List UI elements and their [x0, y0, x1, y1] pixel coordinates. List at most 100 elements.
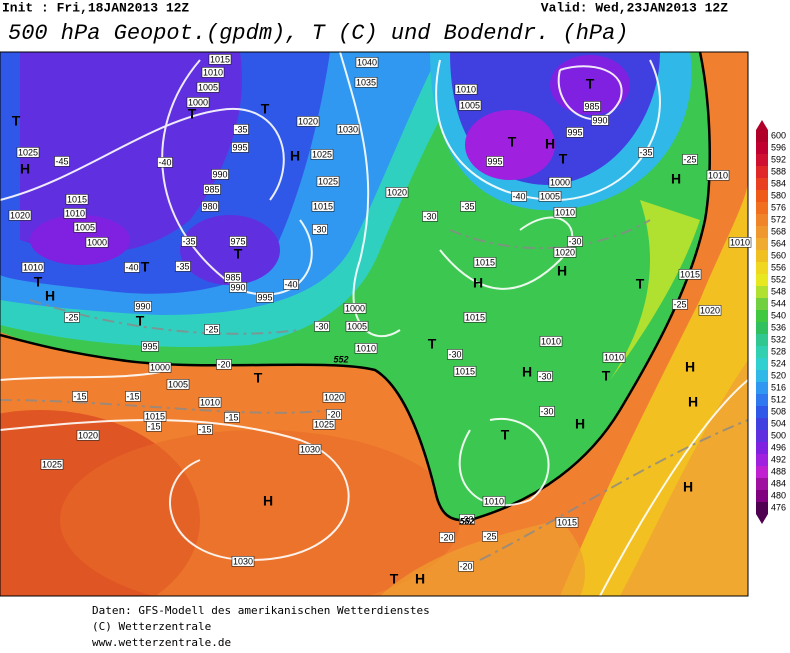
colorbar-label: 500: [771, 430, 786, 440]
pressure-label: 1010: [706, 170, 730, 181]
colorbar-swatch: [756, 394, 768, 406]
pressure-label-box: [454, 84, 478, 95]
colorbar-swatch: [756, 382, 768, 394]
colorbar-label: 540: [771, 310, 786, 320]
temperature-label: -15: [147, 421, 160, 431]
pressure-label-box: [355, 57, 379, 68]
colorbar-label: 484: [771, 478, 786, 488]
pressure-label: 1015: [555, 517, 579, 528]
pressure-label: 1005: [166, 379, 190, 390]
colorbar-swatch: [756, 370, 768, 382]
pressure-label: 1015: [208, 54, 232, 65]
temperature-label: -30: [460, 514, 473, 524]
pressure-label: 1015: [473, 257, 497, 268]
pressure-label: 1020: [8, 210, 32, 221]
pressure-label-box: [728, 237, 752, 248]
pressure-label: 980: [202, 201, 217, 211]
pressure-label: 1025: [310, 149, 334, 160]
temperature-label: -35: [461, 201, 474, 211]
pressure-label: 1005: [75, 222, 95, 232]
colorbar-label: 536: [771, 322, 786, 332]
pressure-label-box: [21, 262, 45, 273]
pressure-label: 1010: [454, 84, 478, 95]
temperature-label: -35: [182, 236, 195, 246]
colorbar-label: 552: [771, 274, 786, 284]
pressure-label: 1010: [730, 237, 750, 247]
colorbar-swatch: [756, 214, 768, 226]
pressure-label-box: [316, 176, 340, 187]
temperature-label: -30: [538, 371, 551, 381]
pressure-label: 1010: [539, 336, 563, 347]
pressure-label-box: [463, 312, 487, 323]
temperature-label: -15: [72, 391, 88, 402]
temperature-label: -20: [458, 561, 474, 572]
pressure-label-box: [354, 343, 378, 354]
colorbar-swatch: [756, 322, 768, 334]
temperature-label-box: [283, 279, 299, 290]
colorbar-label: 504: [771, 418, 786, 428]
low-pressure-marker: T: [428, 336, 437, 352]
pressure-label: 995: [256, 292, 274, 303]
pressure-label-box: [566, 127, 584, 138]
colorbar-bottom-arrow: [756, 514, 768, 524]
pressure-label: 1010: [63, 208, 87, 219]
low-pressure-marker: T: [34, 274, 43, 290]
pressure-label: 1015: [311, 201, 335, 212]
temperature-label: -35: [175, 261, 191, 272]
init-time: Init : Fri,18JAN2013 12Z: [2, 0, 189, 15]
temperature-label-box: [672, 299, 688, 310]
temperature-label-box: [482, 531, 498, 542]
pressure-label-box: [203, 184, 221, 195]
pressure-label: 1015: [463, 312, 487, 323]
colorbar-label: 524: [771, 358, 786, 368]
pressure-label-box: [298, 444, 322, 455]
pressure-label: 1015: [455, 366, 475, 376]
pressure-label: 990: [230, 282, 245, 292]
pressure-label: 990: [229, 282, 247, 293]
low-pressure-marker: T: [234, 246, 243, 262]
temperature-label: -35: [234, 124, 247, 134]
pressure-label: 1005: [345, 321, 369, 332]
pressure-label: 1000: [150, 362, 170, 372]
temperature-label-box: [216, 359, 232, 370]
pressure-label-box: [231, 556, 255, 567]
pressure-label: 1015: [67, 194, 87, 204]
temperature-label: -25: [483, 531, 496, 541]
temperature-label-box: [682, 154, 698, 165]
pressure-label: 995: [486, 156, 504, 167]
temperature-label: -30: [459, 514, 475, 525]
low-pressure-marker: T: [12, 113, 21, 129]
temperature-label-box: [197, 424, 213, 435]
pressure-label: 1020: [322, 392, 346, 403]
colorbar-swatch: [756, 490, 768, 502]
temperature-label-box: [638, 147, 654, 158]
pressure-label: 1025: [40, 459, 64, 470]
pressure-label: 1010: [354, 343, 378, 354]
pressure-label: 1005: [168, 379, 188, 389]
pressure-label-box: [453, 366, 477, 377]
temperature-label-box: [447, 349, 463, 360]
colorbar-label: 488: [771, 466, 786, 476]
colorbar-label: 480: [771, 490, 786, 500]
high-pressure-marker: H: [688, 394, 698, 410]
low-pressure-marker: T: [136, 313, 145, 329]
pressure-label-box: [186, 97, 210, 108]
temperature-label: -15: [73, 391, 86, 401]
colorbar-swatch: [756, 166, 768, 178]
pressure-label-box: [85, 237, 109, 248]
pressure-label: 990: [211, 169, 229, 180]
pressure-label-box: [698, 305, 722, 316]
temperature-label: -35: [638, 147, 654, 158]
colorbar-swatch: [756, 250, 768, 262]
temperature-label: -45: [54, 156, 70, 167]
pressure-label: 1005: [540, 191, 560, 201]
temperature-label-box: [175, 261, 191, 272]
pressure-label: 1030: [338, 124, 358, 134]
temperature-label: -25: [64, 312, 80, 323]
colorbar-label: 596: [771, 142, 786, 152]
low-pressure-marker: T: [141, 259, 150, 275]
pressure-label: 1020: [324, 392, 344, 402]
temperature-label: -40: [124, 262, 140, 273]
colorbar-swatch: [756, 358, 768, 370]
temperature-label: -30: [312, 224, 328, 235]
